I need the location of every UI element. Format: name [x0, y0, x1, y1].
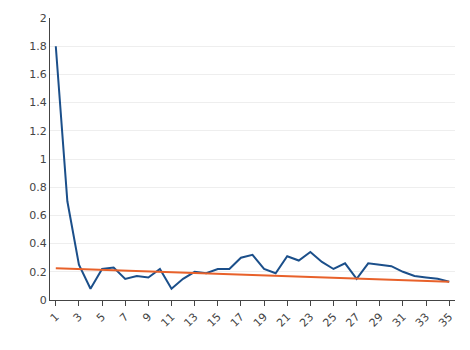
svg-text:31: 31 — [390, 311, 409, 330]
svg-text:1.4: 1.4 — [29, 96, 47, 109]
svg-text:0.2: 0.2 — [29, 266, 47, 279]
svg-text:2: 2 — [40, 12, 47, 25]
svg-text:0.6: 0.6 — [29, 209, 47, 222]
svg-text:1: 1 — [40, 153, 47, 166]
svg-text:33: 33 — [413, 311, 432, 330]
svg-text:0.4: 0.4 — [29, 237, 47, 250]
svg-text:7: 7 — [117, 311, 131, 325]
svg-text:1.2: 1.2 — [29, 125, 47, 138]
svg-text:21: 21 — [274, 311, 293, 330]
svg-text:3: 3 — [71, 311, 85, 325]
svg-text:17: 17 — [228, 311, 247, 330]
svg-text:1.6: 1.6 — [29, 68, 47, 81]
svg-text:1.8: 1.8 — [29, 40, 47, 53]
svg-text:1: 1 — [48, 311, 62, 325]
svg-text:13: 13 — [182, 311, 201, 330]
svg-text:5: 5 — [94, 311, 108, 325]
svg-text:29: 29 — [367, 311, 386, 330]
svg-text:9: 9 — [140, 311, 154, 325]
svg-text:27: 27 — [344, 311, 363, 330]
svg-text:11: 11 — [158, 311, 177, 330]
svg-text:23: 23 — [297, 311, 316, 330]
svg-text:15: 15 — [205, 311, 224, 330]
svg-text:35: 35 — [436, 311, 455, 330]
svg-text:0: 0 — [40, 294, 47, 307]
svg-text:25: 25 — [320, 311, 339, 330]
svg-text:19: 19 — [251, 311, 270, 330]
svg-text:0.8: 0.8 — [29, 181, 47, 194]
